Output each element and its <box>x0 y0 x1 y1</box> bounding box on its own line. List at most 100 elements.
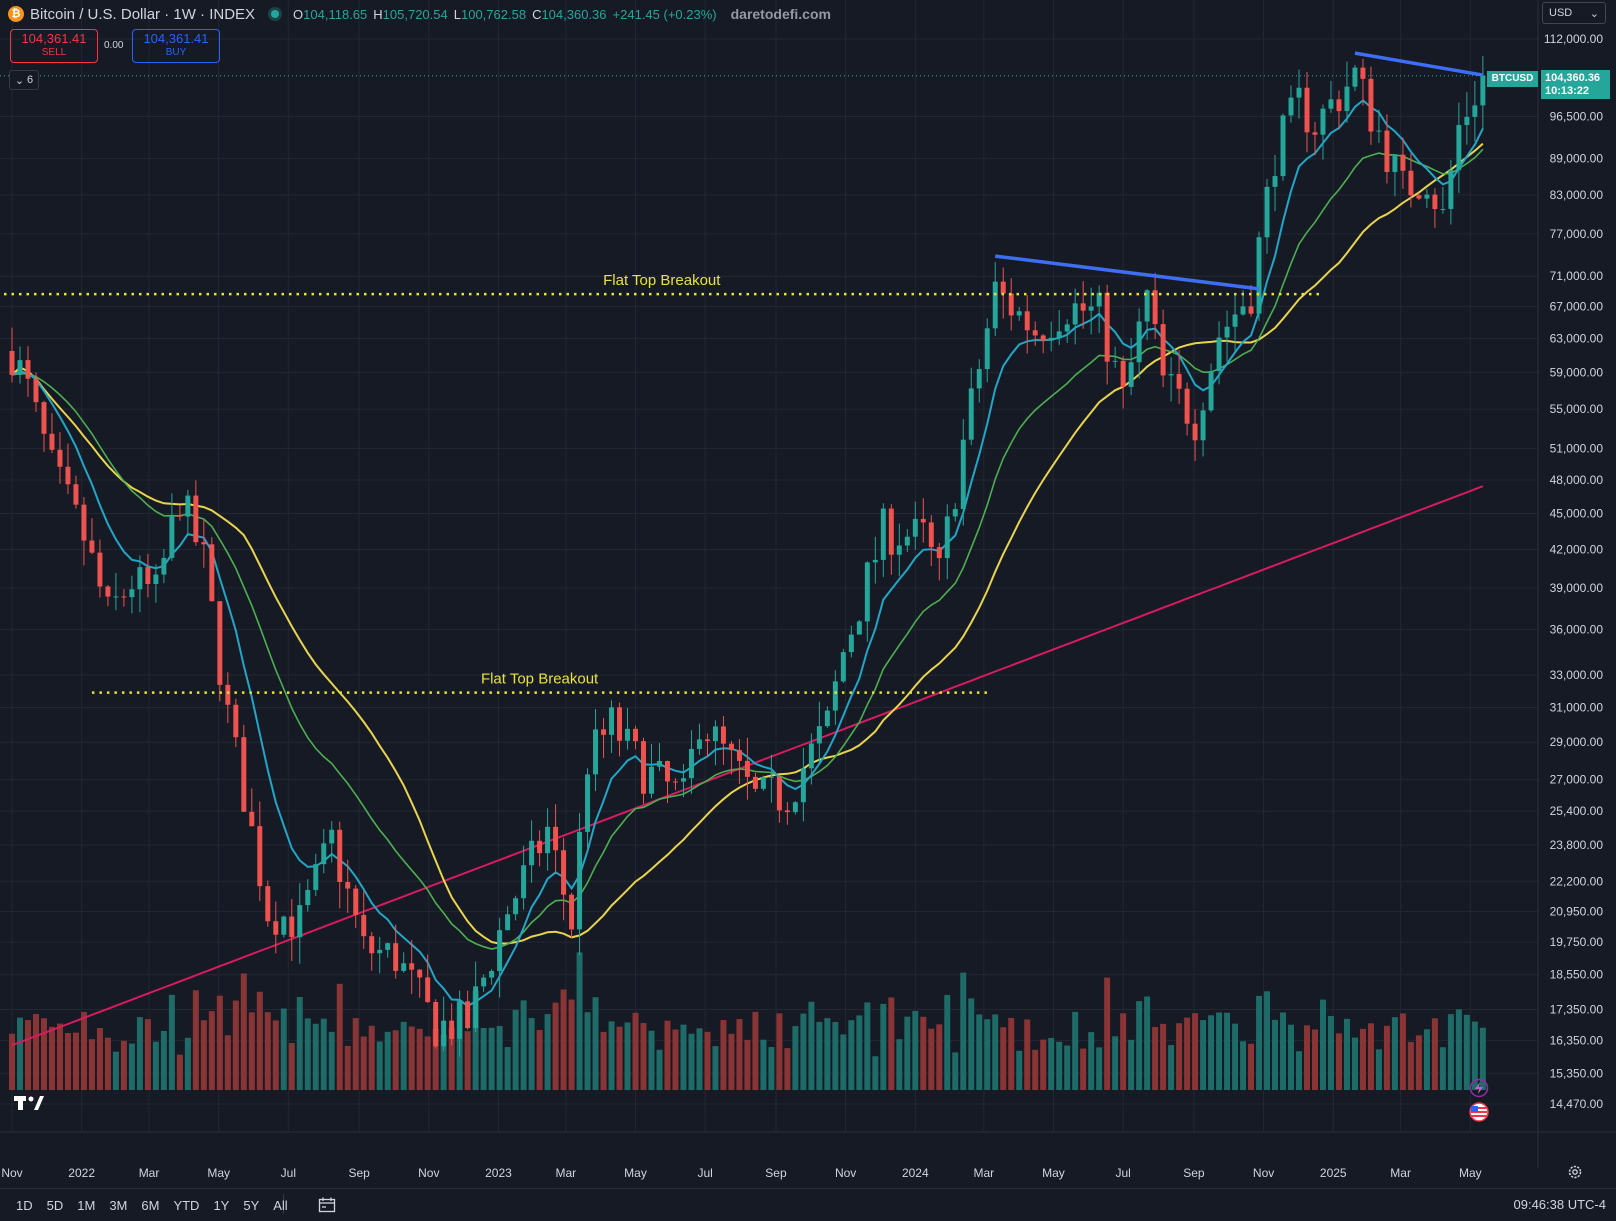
bottom-toolbar: 1D 5D 1M 3M 6M YTD 1Y 5Y All 09:46:38 UT… <box>0 1188 1616 1221</box>
clock-readout[interactable]: 09:46:38 UTC-4 <box>1513 1197 1607 1212</box>
candle-body <box>1152 290 1158 325</box>
volume-bar <box>1256 995 1263 1090</box>
candle-body <box>329 829 335 844</box>
volume-bar <box>608 1021 615 1090</box>
candle-body <box>537 840 543 854</box>
candle-body <box>49 433 55 450</box>
time-tick-label: Jul <box>281 1166 296 1180</box>
volume-bar <box>544 1014 551 1090</box>
volume-bar <box>424 1036 431 1090</box>
timeframe-all[interactable]: All <box>273 1197 288 1213</box>
candle-body <box>776 776 782 811</box>
volume-bar <box>1359 1028 1366 1090</box>
volume-bar <box>1168 1045 1175 1090</box>
timeframe-3m[interactable]: 3M <box>109 1197 128 1213</box>
calendar-icon[interactable] <box>318 1197 336 1213</box>
candle-body <box>1016 311 1022 316</box>
indicators-toggle[interactable]: ⌄ 6 <box>9 70 39 90</box>
candle-body <box>904 536 910 546</box>
volume-bar <box>864 1002 871 1090</box>
volume-bar <box>1048 1037 1055 1090</box>
volume-bar <box>1288 1024 1294 1090</box>
symbol-title[interactable]: Bitcoin / U.S. Dollar · 1W · INDEX <box>30 5 256 23</box>
candles <box>9 56 1486 1057</box>
candle-body <box>1192 423 1198 441</box>
sell-label: SELL <box>41 47 67 58</box>
candle-body <box>752 776 758 789</box>
resistance-trendline <box>1354 51 1484 77</box>
candle-body <box>1256 237 1262 314</box>
volume-bar <box>1072 1011 1079 1090</box>
volume-bar <box>856 1015 863 1090</box>
ohlc-values: O104,118.65 H105,720.54 L100,762.58 C104… <box>293 7 717 22</box>
timeframe-1y[interactable]: 1Y <box>213 1197 230 1213</box>
candle-body <box>529 840 535 866</box>
volume-bar <box>432 1028 439 1090</box>
volume-bar <box>1367 1023 1374 1090</box>
candle-body <box>473 986 479 1029</box>
us-flag-icon[interactable] <box>1466 1102 1492 1122</box>
buy-button[interactable]: 104,361.41 BUY <box>132 29 220 63</box>
volume-bar <box>328 1031 335 1090</box>
candle-body <box>401 963 407 971</box>
volume-bar <box>1208 1015 1215 1090</box>
volume-bar <box>312 1023 319 1090</box>
currency-select[interactable]: USD ⌄ <box>1542 2 1606 24</box>
volume-bar <box>72 1032 79 1090</box>
timeframe-1m[interactable]: 1M <box>77 1197 96 1213</box>
price-tick-label: 67,000.00 <box>1550 299 1604 313</box>
volume-bar <box>712 1046 719 1090</box>
volume-bar <box>784 1048 791 1090</box>
price-tick-label: 63,000.00 <box>1550 331 1604 345</box>
volume-bar <box>1383 1025 1390 1090</box>
candle-body <box>545 826 551 854</box>
timeframe-1d[interactable]: 1D <box>16 1197 33 1213</box>
volume-bar <box>680 1024 687 1090</box>
volume-bar <box>840 1034 847 1090</box>
price-tick-label: 45,000.00 <box>1550 507 1604 521</box>
candle-body <box>665 760 670 782</box>
candle-body <box>369 936 375 954</box>
volume-bar <box>872 1056 879 1090</box>
volume-bar <box>1391 1017 1398 1090</box>
candle-body <box>249 811 255 827</box>
timeframe-6m[interactable]: 6M <box>141 1197 160 1213</box>
timeframe-5d[interactable]: 5D <box>46 1197 64 1213</box>
candle-body <box>824 710 830 727</box>
close-key: C <box>532 6 542 22</box>
candle-body <box>113 596 119 598</box>
breakout-label: Flat Top Breakout <box>481 671 599 688</box>
indicator-count: 6 <box>27 74 34 86</box>
candle-body <box>1200 410 1206 441</box>
timeframe-ytd[interactable]: YTD <box>173 1197 200 1213</box>
volume-bar <box>9 1033 15 1090</box>
price-tick-label: 89,000.00 <box>1550 152 1604 166</box>
candle-body <box>41 402 47 434</box>
volume-bar <box>48 1026 55 1090</box>
volume-bar <box>656 1049 663 1090</box>
candle-body <box>1120 360 1126 387</box>
candle-body <box>625 728 630 741</box>
candle-body <box>1304 87 1310 133</box>
candle-body <box>1208 371 1214 411</box>
candle-body <box>1400 154 1406 171</box>
market-open-icon <box>271 10 280 18</box>
volume-bar <box>1216 1012 1223 1090</box>
volume-bar <box>472 991 479 1090</box>
volume-bar <box>1431 1018 1438 1090</box>
candle-body <box>712 726 718 742</box>
volume-bar <box>408 1026 415 1090</box>
timeframe-5y[interactable]: 5Y <box>243 1197 260 1213</box>
lightning-icon[interactable] <box>1469 1078 1489 1098</box>
sell-button[interactable]: 104,361.41 SELL <box>10 29 98 63</box>
time-tick-label: Mar <box>973 1166 994 1180</box>
tradingview-logo-icon[interactable] <box>14 1094 44 1118</box>
volume-bar <box>520 1000 527 1090</box>
volume-bar <box>392 1030 399 1090</box>
candle-body <box>409 963 415 970</box>
gear-icon[interactable] <box>1567 1164 1583 1180</box>
volume-bar <box>776 1013 783 1090</box>
volume-bar <box>96 1028 103 1090</box>
volume-bar <box>280 1008 287 1090</box>
